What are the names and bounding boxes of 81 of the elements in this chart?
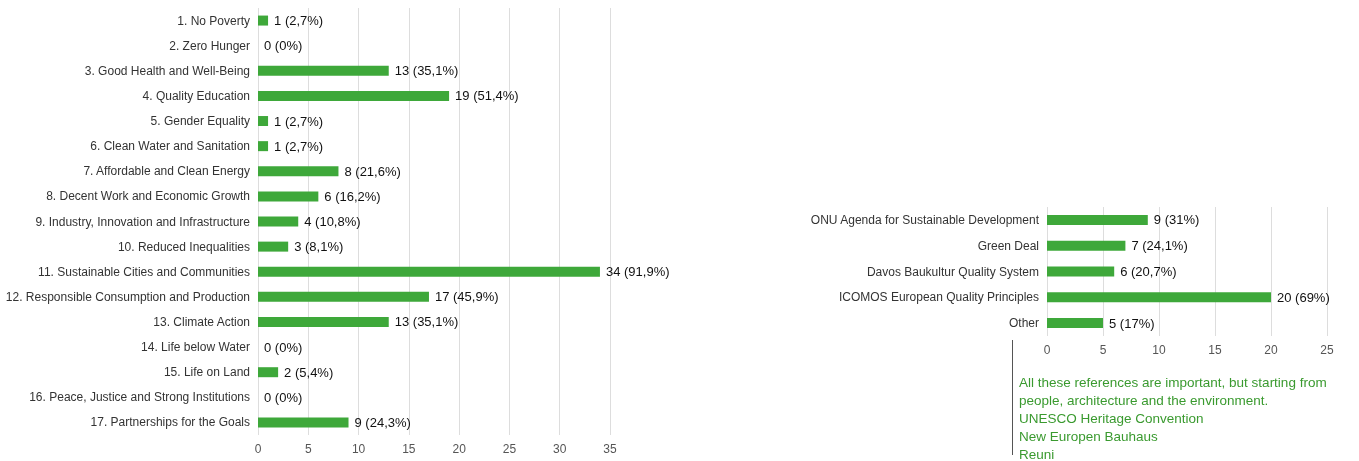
y-tick-label: 13. Climate Action bbox=[153, 314, 250, 329]
x-tick-label: 15 bbox=[1208, 343, 1222, 357]
y-tick-label: 1. No Poverty bbox=[177, 13, 250, 28]
bar bbox=[258, 15, 269, 26]
x-tick-label: 0 bbox=[254, 442, 262, 456]
bar bbox=[258, 291, 429, 302]
bar bbox=[258, 141, 269, 152]
y-tick-label: Davos Baukultur Quality System bbox=[866, 264, 1039, 279]
y-tick-label: 5. Gender Equality bbox=[150, 114, 250, 129]
text: UNESCO Heritage Convention bbox=[1019, 410, 1205, 428]
y-tick-label: 16. Peace, Justice and Strong Institutions bbox=[29, 390, 250, 405]
bar bbox=[258, 417, 349, 428]
y-tick-label: 2. Zero Hunger bbox=[169, 38, 250, 53]
x-tick-label: 0 bbox=[1043, 343, 1051, 357]
data-label: 9 (31%) bbox=[1153, 212, 1200, 228]
text: New Europen Bauhaus bbox=[1019, 428, 1159, 446]
y-tick-label: Green Deal bbox=[977, 238, 1039, 253]
data-label: 20 (69%) bbox=[1277, 289, 1330, 305]
y-tick-label: 10. Reduced Inequalities bbox=[117, 239, 250, 254]
data-label: 13 (35,1%) bbox=[394, 314, 459, 330]
bar bbox=[1047, 240, 1126, 251]
y-tick-label: 3. Good Health and Well-Being bbox=[84, 63, 250, 78]
y-tick-label: 7. Affordable and Clean Energy bbox=[83, 164, 250, 179]
data-label: 1 (2,7%) bbox=[274, 13, 324, 29]
bar bbox=[1047, 318, 1103, 329]
bar bbox=[1047, 214, 1148, 225]
y-tick-label: 8. Decent Work and Economic Growth bbox=[46, 189, 250, 204]
data-label: 1 (2,7%) bbox=[274, 113, 324, 129]
data-label: 8 (21,6%) bbox=[344, 163, 401, 179]
bar bbox=[258, 241, 289, 252]
data-label: 0 (0%) bbox=[264, 389, 303, 405]
y-tick-label: 9. Industry, Innovation and Infrastructure bbox=[35, 214, 251, 229]
bar bbox=[258, 316, 389, 327]
x-tick-label: 10 bbox=[351, 442, 366, 456]
bar bbox=[258, 90, 450, 101]
y-tick-label: ICOMOS European Quality Principles bbox=[838, 290, 1039, 305]
x-tick-label: 25 bbox=[502, 442, 517, 456]
data-label: 2 (5,4%) bbox=[284, 364, 334, 380]
y-tick-label: 14. Life below Water bbox=[141, 340, 250, 355]
x-tick-label: 20 bbox=[1264, 343, 1278, 357]
y-tick-label: Other bbox=[1008, 316, 1039, 331]
x-tick-label: 10 bbox=[1152, 343, 1166, 357]
text: Reuni bbox=[1019, 446, 1056, 461]
x-tick-label: 20 bbox=[452, 442, 467, 456]
data-label: 7 (24,1%) bbox=[1131, 238, 1188, 254]
y-tick-label: 12. Responsible Consumption and Production bbox=[5, 289, 250, 304]
y-tick-label: ONU Agenda for Sustainable Development bbox=[810, 212, 1040, 227]
data-label: 17 (45,9%) bbox=[434, 289, 499, 305]
text: All these references are important, but starting from people, architecture and the environment. bbox=[1019, 374, 1328, 410]
bar bbox=[258, 266, 600, 277]
bar bbox=[258, 116, 269, 127]
data-label: 5 (17%) bbox=[1109, 315, 1155, 331]
data-label: 3 (8,1%) bbox=[294, 239, 344, 255]
bar bbox=[258, 166, 339, 177]
data-label: 1 (2,7%) bbox=[274, 138, 324, 154]
data-label: 0 (0%) bbox=[264, 38, 303, 54]
data-label: 13 (35,1%) bbox=[394, 63, 459, 79]
data-label: 34 (91,9%) bbox=[605, 264, 670, 280]
y-tick-label: 15. Life on Land bbox=[163, 365, 250, 380]
x-tick-label: 5 bbox=[304, 442, 312, 456]
y-tick-label: 4. Quality Education bbox=[142, 88, 250, 103]
x-tick-label: 5 bbox=[1099, 343, 1107, 357]
x-tick-label: 30 bbox=[553, 442, 567, 456]
data-label: 4 (10,8%) bbox=[304, 214, 361, 229]
x-tick-label: 35 bbox=[603, 442, 617, 456]
x-tick-label: 15 bbox=[402, 442, 416, 456]
data-label: 0 (0%) bbox=[264, 339, 303, 355]
bar bbox=[258, 216, 299, 227]
bar bbox=[258, 65, 389, 76]
bar bbox=[258, 191, 319, 202]
x-tick-label: 25 bbox=[1320, 343, 1334, 357]
data-label: 9 (24,3%) bbox=[354, 414, 411, 430]
bar bbox=[258, 367, 279, 378]
bar bbox=[1047, 292, 1271, 303]
data-label: 6 (20,7%) bbox=[1120, 264, 1177, 279]
y-tick-label: 17. Partnerships for the Goals bbox=[90, 415, 250, 430]
bar bbox=[1047, 266, 1115, 277]
data-label: 6 (16,2%) bbox=[324, 188, 381, 204]
data-label: 19 (51,4%) bbox=[455, 88, 519, 104]
y-tick-label: 11. Sustainable Cities and Communities bbox=[38, 264, 250, 279]
y-tick-label: 6. Clean Water and Sanitation bbox=[90, 139, 250, 154]
